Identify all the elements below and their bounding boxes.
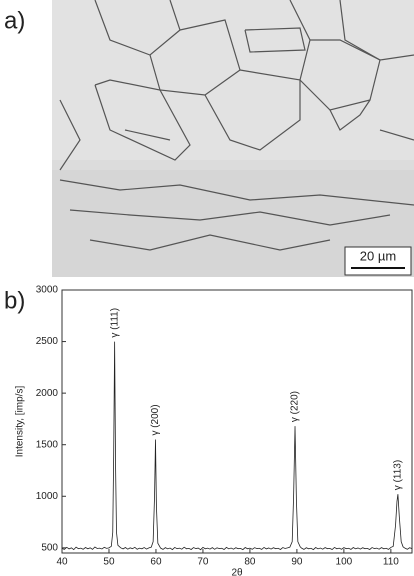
xrd-chart: 500 1000 1500 2000 2500 3000 40 50 60 70 80 90 100 11… (15, 285, 412, 576)
x-axis-label: 2θ (231, 568, 243, 576)
x-tick-label: 40 (56, 557, 68, 568)
micrograph: 20 µm (52, 0, 414, 277)
figure: a) b) 20 µm 500 1000 1500 2000 2500 3000 40 50 6… (0, 0, 414, 576)
x-tick-label: 70 (197, 557, 209, 568)
panel-label: b) (4, 287, 25, 314)
y-axis-label: Intensity, [imp/s] (15, 386, 26, 458)
page: a) b) 20 µm 500 1000 1500 2000 2500 3000 40 50 6… (0, 0, 414, 576)
y-tick-label: 500 (41, 542, 58, 553)
x-tick-label: 110 (383, 557, 399, 568)
peak-annotation: γ (113) (393, 460, 404, 490)
y-tick-label: 1000 (36, 491, 59, 502)
x-tick-label: 80 (244, 557, 256, 568)
peak-annotation: γ (200) (150, 404, 161, 435)
peak-annotation: γ (111) (109, 308, 120, 338)
y-tick-label: 1500 (36, 439, 59, 450)
y-tick-label: 2500 (36, 336, 59, 347)
panel-label: a) (4, 7, 25, 34)
y-tick-label: 2000 (36, 388, 59, 399)
peak-annotation: γ (220) (290, 391, 301, 422)
x-tick-label: 50 (103, 557, 115, 568)
y-tick-label: 3000 (36, 285, 59, 296)
x-tick-label: 90 (291, 557, 303, 568)
scale-bar-label: 20 µm (360, 248, 396, 263)
x-tick-label: 60 (150, 557, 162, 568)
data-line (62, 342, 412, 550)
x-tick-label: 100 (336, 557, 353, 568)
